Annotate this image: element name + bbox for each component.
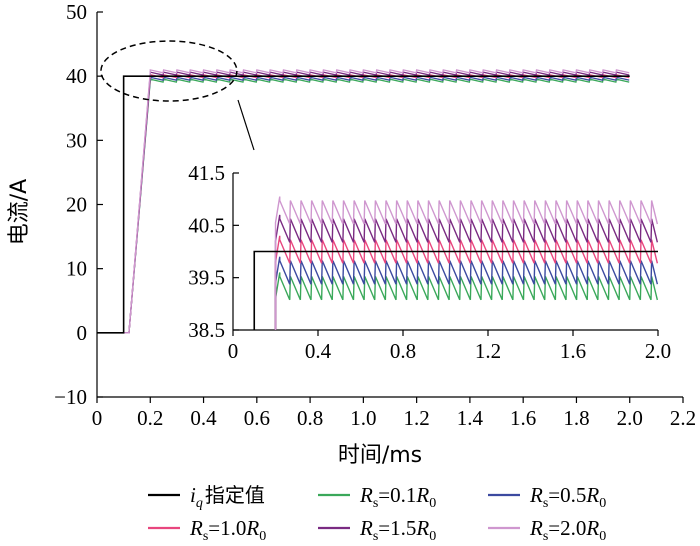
inset-x-tick-label: 0 — [228, 339, 239, 363]
legend-label: Rs=2.0R0 — [529, 516, 606, 544]
inset-y-tick-label: 40.5 — [188, 213, 225, 237]
inset-plot: 38.5 39.5 40.5 41.5 0 0.4 0.8 1.2 1.6 2.0 — [188, 161, 671, 363]
x-tick-label: 0.4 — [190, 406, 217, 430]
legend-label: Rs=1.5R0 — [359, 516, 436, 544]
legend-label: iq 指定值 — [190, 483, 265, 511]
inset-y-tick-label: 39.5 — [188, 266, 225, 290]
series-line — [97, 69, 630, 334]
legend-label: Rs=1.0R0 — [189, 516, 266, 544]
x-tick-label: 1.0 — [350, 406, 376, 430]
y-tick-label: 50 — [66, 0, 87, 24]
x-axis-title: 时间/ms — [338, 443, 422, 468]
legend: iq 指定值 Rs=0.1R0 Rs=0.5R0 Rs=1.0R0 Rs=1.5R0 Rs=… — [148, 483, 606, 544]
inset-x-tick-label: 2.0 — [645, 339, 671, 363]
legend-item: Rs=0.5R0 — [488, 483, 606, 511]
x-tick-label: 1.6 — [510, 406, 536, 430]
zoom-ellipse-shape — [100, 40, 238, 102]
inset-series-group — [253, 196, 658, 330]
legend-item: Rs=1.5R0 — [318, 516, 436, 544]
legend-label: Rs=0.5R0 — [529, 483, 606, 511]
y-tick-label: 20 — [66, 193, 87, 217]
inset-x-tick-label: 0.8 — [390, 339, 416, 363]
x-tick-label: 1.8 — [563, 406, 589, 430]
legend-item: Rs=2.0R0 — [488, 516, 606, 544]
x-tick-label: 1.4 — [457, 406, 484, 430]
inset-reference-line — [253, 250, 658, 330]
y-tick-label: 30 — [66, 128, 87, 152]
legend-item: iq 指定值 — [148, 483, 265, 511]
x-tick-label: 0 — [92, 406, 103, 430]
reference-line — [97, 75, 630, 334]
x-tick-label: 2.2 — [670, 406, 696, 430]
y-tick-label: −10 — [54, 385, 87, 409]
x-tick-label: 2.0 — [617, 406, 643, 430]
y-tick-label: 40 — [66, 64, 87, 88]
inset-y-tick-label: 38.5 — [188, 318, 225, 342]
y-tick-label: 0 — [77, 321, 88, 345]
inset-x-tick-label: 1.2 — [475, 339, 501, 363]
x-tick-label: 0.2 — [137, 406, 163, 430]
inset-series-line — [274, 196, 658, 330]
y-axis-title: 电流/A — [7, 179, 32, 245]
x-tick-label: 1.2 — [404, 406, 430, 430]
legend-item: Rs=0.1R0 — [318, 483, 436, 511]
inset-y-tick-label: 41.5 — [188, 161, 225, 185]
x-tick-label: 0.8 — [297, 406, 323, 430]
zoom-pointer-line — [237, 99, 255, 151]
inset-x-tick-label: 1.6 — [560, 339, 586, 363]
legend-item: Rs=1.0R0 — [148, 516, 266, 544]
inset-x-tick-label: 0.4 — [305, 339, 332, 363]
legend-label: Rs=0.1R0 — [359, 483, 436, 511]
zoom-ellipse — [100, 40, 255, 151]
inset-background — [233, 171, 658, 330]
x-tick-label: 0.6 — [244, 406, 270, 430]
y-tick-label: 10 — [66, 257, 87, 281]
